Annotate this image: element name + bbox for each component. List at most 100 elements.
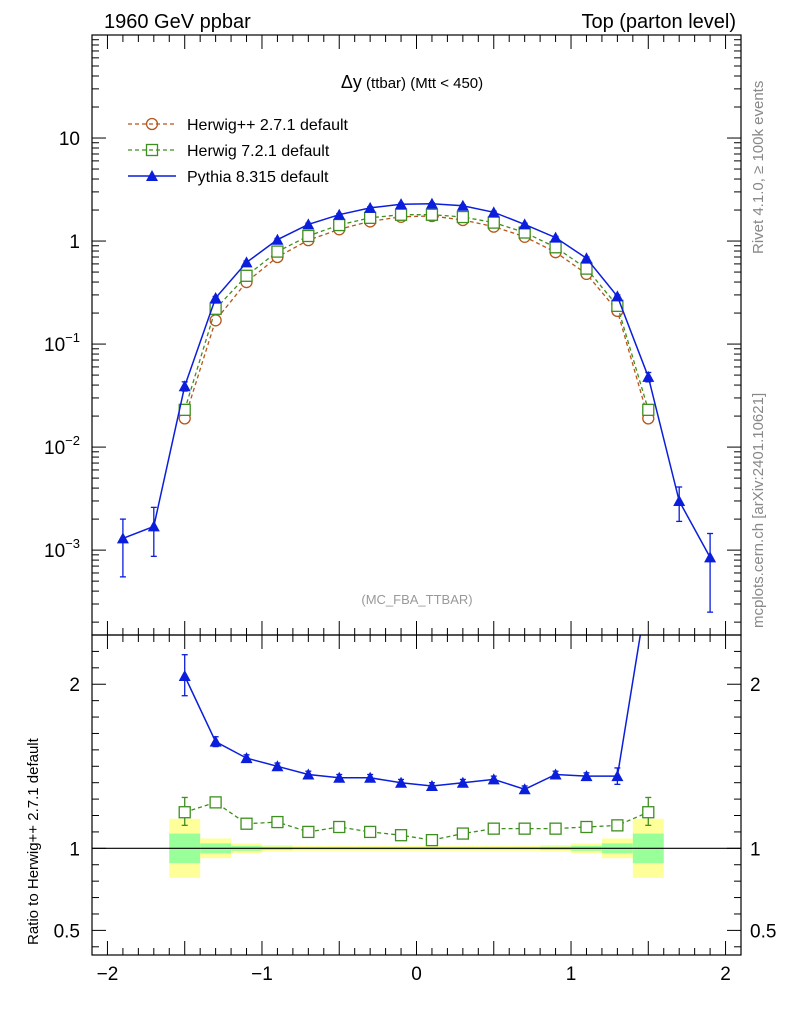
legend-marker-herwigpp: [145, 117, 159, 131]
marker-pythia-8-315-default: [333, 208, 346, 220]
marker-pythia-8-315-default: [364, 771, 377, 783]
marker-pythia-8-315-default: [271, 760, 284, 772]
marker-pythia-8-315-default: [240, 752, 253, 764]
marker-herwig-7-2-1-default: [240, 269, 253, 282]
marker-herwig-7-2-1-default: [240, 817, 253, 830]
marker-pythia-8-315-default: [209, 292, 222, 304]
analysis-label: (MC_FBA_TTBAR): [361, 592, 472, 607]
legend-entry-herwigpp: Herwig++ 2.7.1 default: [128, 117, 349, 134]
legend-label-pythia: Pythia 8.315 default: [187, 169, 329, 186]
marker-herwig-7-2-1-default: [487, 822, 500, 835]
legend-entry-pythia: Pythia 8.315 default: [128, 169, 329, 186]
marker-herwig-7-2-1-default: [425, 833, 439, 847]
marker-herwig-7-2-1-default: [549, 822, 562, 835]
series-line-pythia-8-315-default: [184, 635, 642, 791]
main-ytick-label: 10−2: [44, 433, 80, 459]
marker-pythia-8-315-default: [364, 201, 377, 213]
marker-pythia-8-315-default: [487, 206, 500, 218]
ratio-ytick-label-right: 1: [750, 839, 761, 860]
marker-herwig-7-2-1-default: [456, 210, 470, 224]
main-ytick-label-exp: −3: [65, 536, 80, 551]
marker-pythia-8-315-default: [209, 735, 222, 747]
main-ytick-label: 10: [59, 129, 80, 150]
marker-herwig-7-2-1-default: [333, 820, 346, 834]
main-series-group: [116, 197, 717, 613]
marker-herwig-7-2-1-default: [642, 806, 655, 819]
legend-label-herwig7: Herwig 7.2.1 default: [187, 143, 330, 160]
main-ytick-label: 1: [69, 232, 80, 253]
marker-herwig-7-2-1-default: [302, 229, 315, 243]
main-ytick-label-base: 10: [44, 335, 65, 356]
marker-herwig-7-2-1-default: [178, 806, 191, 819]
main-ytick-label-base: 10: [44, 438, 65, 459]
main-ytick-label-exp: −2: [65, 433, 80, 448]
ratio-panel: 2 2 1 1 0.5 0.5 −2 −1 0 1 2 Ratio to Herwig++ 2.7.…: [25, 634, 776, 985]
marker-herwig-7-2-1-default: [363, 825, 377, 839]
ratio-ytick-label-left: 0.5: [54, 921, 80, 942]
marker-pythia-8-315-default: [271, 233, 284, 245]
ratio-xtick-label: 1: [566, 964, 577, 985]
main-ytick-label-base: 10: [59, 129, 80, 150]
legend-marker-herwig7: [145, 143, 159, 157]
ratio-axis-ticks: 2 2 1 1 0.5 0.5 −2 −1 0 1 2: [54, 634, 776, 985]
marker-herwig-7-2-1-default: [271, 815, 284, 829]
marker-pythia-8-315-default: [518, 218, 531, 230]
ratio-xtick-label: −2: [97, 964, 119, 985]
marker-herwig-7-2-1-default: [394, 829, 408, 842]
marker-herwig-7-2-1-default: [425, 208, 439, 221]
legend-marker-pythia: [146, 170, 158, 181]
marker-herwig-7-2-1-default: [549, 241, 562, 254]
marker-pythia-8-315-default: [425, 197, 438, 209]
main-ytick-label-base: 1: [69, 232, 80, 253]
ratio-series-group: [178, 635, 655, 847]
ratio-ytick-label-left: 2: [69, 675, 80, 696]
marker-herwig-7-2-1-default: [487, 216, 500, 229]
marker-pythia-8-315-default: [395, 198, 408, 210]
marker-pythia-8-315-default: [178, 380, 191, 392]
marker-pythia-8-315-default: [302, 768, 315, 780]
series-line-herwig-7-2-1-default: [184, 801, 649, 841]
rivet-label: Rivet 4.1.0, ≥ 100k events: [750, 81, 767, 254]
ratio-frame: [91, 634, 742, 956]
marker-herwig-7-2-1-default: [611, 819, 624, 832]
legend: Herwig++ 2.7.1 default Herwig 7.2.1 defa…: [128, 117, 349, 186]
marker-herwig-7-2-1-default: [518, 822, 531, 835]
main-ytick-label-exp: −1: [65, 330, 80, 345]
header-right: Top (parton level): [581, 11, 736, 33]
marker-pythia-8-315-default: [611, 770, 624, 782]
marker-pythia-8-315-default: [333, 771, 346, 783]
marker-pythia-8-315-default: [549, 231, 562, 243]
marker-herwig-7-2-1-default: [580, 820, 593, 834]
marker-pythia-8-315-default: [580, 252, 593, 264]
marker-herwig-7-2-1-default: [209, 302, 222, 315]
marker-herwig-7-2-1-default: [333, 218, 346, 232]
main-ytick-label: 10−3: [44, 536, 80, 562]
legend-entry-herwig7: Herwig 7.2.1 default: [128, 143, 330, 160]
marker-pythia-8-315-default: [642, 370, 655, 382]
marker-herwig-7-2-1-default: [456, 827, 470, 840]
plot-title-rest: (ttbar) (Mtt < 450): [362, 75, 483, 92]
ratio-ytick-label-right: 0.5: [750, 921, 776, 942]
marker-pythia-8-315-default: [487, 773, 500, 785]
marker-pythia-8-315-default: [456, 199, 469, 211]
ratio-xtick-label: 2: [720, 964, 731, 985]
legend-label-herwigpp: Herwig++ 2.7.1 default: [187, 117, 349, 134]
ratio-ytick-label-left: 1: [69, 839, 80, 860]
marker-pythia-8-315-default: [611, 290, 624, 302]
marker-herwig-7-2-1-default: [302, 825, 315, 839]
ratio-ylabel: Ratio to Herwig++ 2.7.1 default: [25, 737, 42, 945]
marker-pythia-8-315-default: [395, 776, 408, 788]
marker-herwig-7-2-1-default: [209, 796, 222, 809]
series-line-herwig-2-7-1-default: [184, 215, 649, 419]
marker-pythia-8-315-default: [178, 670, 191, 682]
main-ytick-label-base: 10: [44, 541, 65, 562]
ratio-xtick-label: 0: [411, 964, 422, 985]
marker-herwig-7-2-1-default: [394, 208, 408, 221]
series-line-herwig-7-2-1-default: [184, 214, 649, 410]
marker-pythia-8-315-default: [549, 768, 562, 780]
marker-herwig-7-2-1-default: [363, 211, 377, 224]
marker-pythia-8-315-default: [580, 770, 593, 782]
